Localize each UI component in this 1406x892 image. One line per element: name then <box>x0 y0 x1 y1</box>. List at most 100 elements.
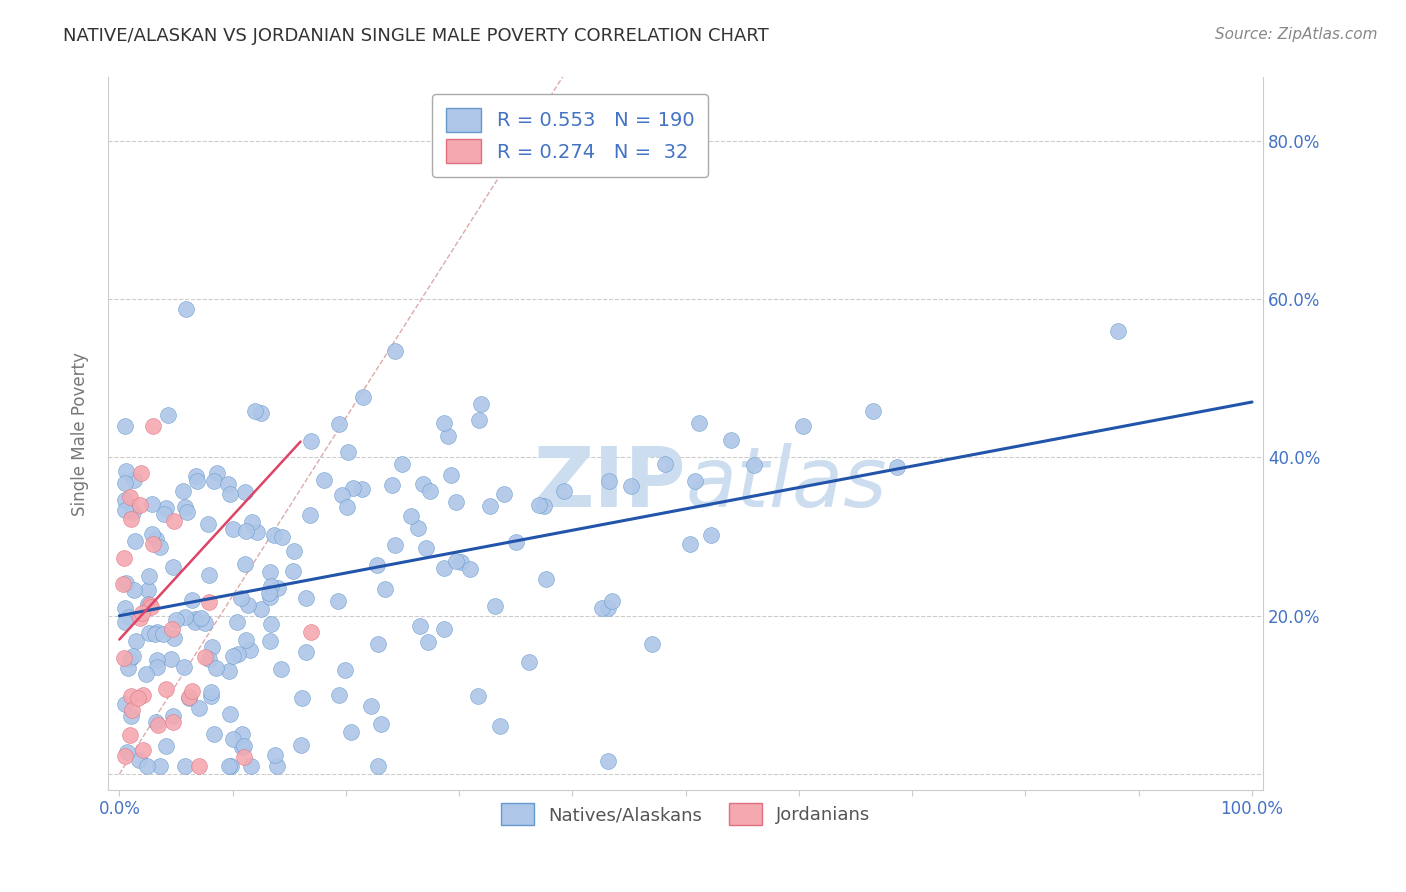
Point <box>114 749 136 764</box>
Point <box>1107 324 1129 338</box>
Point <box>433 416 456 430</box>
Point <box>138 625 160 640</box>
Point <box>271 529 294 543</box>
Point <box>198 652 221 666</box>
Point <box>381 477 404 491</box>
Point <box>415 541 437 555</box>
Point <box>221 522 243 536</box>
Point <box>233 739 256 754</box>
Point <box>333 663 356 677</box>
Point <box>173 660 195 674</box>
Point <box>114 503 136 517</box>
Point <box>470 397 492 411</box>
Point <box>416 635 439 649</box>
Point <box>367 759 389 773</box>
Point <box>533 500 555 514</box>
Point <box>281 564 304 578</box>
Point <box>222 731 245 746</box>
Point <box>131 467 153 481</box>
Point <box>194 615 217 630</box>
Point <box>591 600 613 615</box>
Point <box>231 726 253 740</box>
Point <box>479 499 502 513</box>
Point <box>862 404 884 418</box>
Point <box>152 627 174 641</box>
Point <box>186 474 208 488</box>
Point <box>239 643 262 657</box>
Point <box>111 576 134 591</box>
Point <box>183 615 205 629</box>
Point <box>720 434 742 448</box>
Point <box>190 611 212 625</box>
Point <box>112 551 135 566</box>
Point <box>122 505 145 519</box>
Point <box>370 717 392 731</box>
Point <box>367 637 389 651</box>
Point <box>163 514 186 528</box>
Point <box>218 665 240 679</box>
Point <box>433 560 456 574</box>
Point <box>250 602 273 616</box>
Point <box>186 468 208 483</box>
Point <box>259 586 281 600</box>
Point <box>149 759 172 773</box>
Point <box>142 537 165 551</box>
Point <box>342 481 364 495</box>
Point <box>218 759 240 773</box>
Point <box>120 709 142 723</box>
Point <box>489 719 512 733</box>
Point <box>219 487 242 501</box>
Point <box>146 660 169 674</box>
Point <box>654 457 676 471</box>
Point <box>688 416 710 430</box>
Point <box>141 497 163 511</box>
Point <box>202 727 225 741</box>
Point <box>232 750 254 764</box>
Point <box>181 592 204 607</box>
Point <box>120 689 142 703</box>
Point <box>366 558 388 573</box>
Point <box>409 619 432 633</box>
Point <box>326 594 349 608</box>
Point <box>132 688 155 702</box>
Point <box>259 590 281 604</box>
Point <box>412 477 434 491</box>
Point <box>399 508 422 523</box>
Point <box>231 739 253 754</box>
Point <box>352 482 374 496</box>
Point <box>235 524 257 538</box>
Point <box>162 709 184 723</box>
Point <box>177 691 200 706</box>
Point <box>121 703 143 717</box>
Point <box>259 565 281 579</box>
Point <box>129 498 152 512</box>
Point <box>188 759 211 773</box>
Point <box>700 528 723 542</box>
Point <box>299 434 322 448</box>
Point <box>194 650 217 665</box>
Point <box>138 598 160 612</box>
Point <box>337 445 360 459</box>
Point <box>198 594 221 608</box>
Point <box>197 568 219 582</box>
Point <box>205 661 228 675</box>
Point <box>598 754 620 768</box>
Point <box>114 615 136 629</box>
Point <box>218 707 240 722</box>
Point <box>136 599 159 614</box>
Point <box>138 583 160 598</box>
Y-axis label: Single Male Poverty: Single Male Poverty <box>72 351 89 516</box>
Point <box>328 688 350 702</box>
Point <box>114 418 136 433</box>
Point <box>492 487 515 501</box>
Point <box>314 474 336 488</box>
Point <box>299 508 322 522</box>
Point <box>598 600 620 615</box>
Point <box>299 624 322 639</box>
Point <box>124 583 146 598</box>
Point <box>129 611 152 625</box>
Point <box>146 653 169 667</box>
Point <box>266 759 288 773</box>
Point <box>132 743 155 757</box>
Point <box>440 468 463 483</box>
